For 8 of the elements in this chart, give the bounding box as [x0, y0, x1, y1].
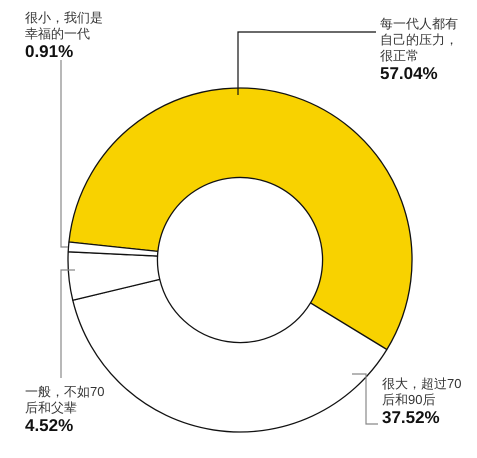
slice-label: 每一代人都有自己的压力，很正常 [380, 16, 458, 63]
slice-label: 很大，超过70后和90后 [382, 376, 462, 407]
data-label: 37.52% [382, 408, 440, 427]
data-label: 4.52% [25, 416, 74, 435]
slice-label: 很小，我们是幸福的一代 [25, 10, 103, 41]
slice-label: 一般，不如70后和父辈 [25, 384, 104, 415]
data-label: 57.04% [380, 64, 438, 83]
data-label: 0.91% [25, 42, 74, 61]
